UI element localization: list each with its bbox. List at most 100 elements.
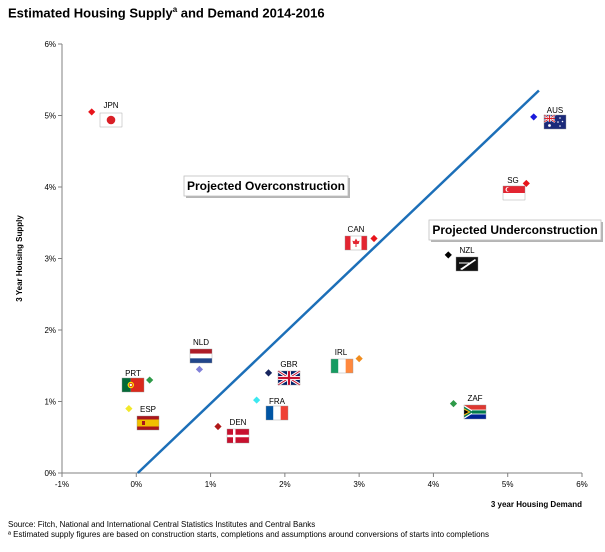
flag-border <box>265 405 289 421</box>
flag-part <box>227 434 249 438</box>
annotation-overconstruction: Projected Overconstruction <box>187 179 345 193</box>
y-tick-label: 1% <box>44 398 56 407</box>
flag-part <box>561 120 564 123</box>
trend-line <box>136 89 540 474</box>
flag-part <box>273 406 281 420</box>
point-label-jpn: JPN <box>103 101 118 110</box>
flag-part <box>331 359 339 373</box>
data-point-aus <box>530 113 538 121</box>
flag-part <box>464 409 469 415</box>
point-label-fra: FRA <box>269 397 286 406</box>
flag-border <box>277 370 301 386</box>
flag-nzl <box>455 256 479 272</box>
source-note: Source: Fitch, National and Internationa… <box>8 520 316 529</box>
point-label-zaf: ZAF <box>467 394 482 403</box>
chart-title-main: Estimated Housing Supply <box>8 5 173 21</box>
point-label-gbr: GBR <box>280 360 298 369</box>
flag-part <box>130 378 144 392</box>
point-label-can: CAN <box>348 225 365 234</box>
flag-part <box>506 187 512 192</box>
flag-part <box>137 419 159 427</box>
x-tick-label: 5% <box>502 480 514 489</box>
flag-border <box>344 235 368 251</box>
point-label-prt: PRT <box>125 369 141 378</box>
data-point-irl <box>355 355 363 363</box>
y-tick-label: 5% <box>44 112 56 121</box>
flag-part <box>559 117 561 119</box>
flag-fra <box>265 405 289 421</box>
chart-title-superscript: a <box>172 5 178 14</box>
data-point-jpn <box>88 108 96 116</box>
flag-part <box>361 236 367 250</box>
data-point-esp <box>125 405 133 413</box>
flag-part <box>352 238 360 247</box>
y-axis-title: 3 Year Housing Supply <box>15 215 24 302</box>
x-tick-label: 3% <box>353 480 365 489</box>
flag-part <box>137 426 159 430</box>
point-label-sg: SG <box>507 176 519 185</box>
flag-nld <box>189 348 213 364</box>
flag-border <box>463 404 487 420</box>
flag-border <box>455 256 479 272</box>
point-label-nzl: NZL <box>459 246 475 255</box>
data-point-prt <box>146 376 154 384</box>
footnote: ª Estimated supply figures are based on … <box>8 530 489 539</box>
flag-part <box>142 421 145 425</box>
x-tick-label: 1% <box>205 480 217 489</box>
flag-border <box>502 185 526 201</box>
flag-part <box>503 186 525 193</box>
flag-part <box>106 115 116 125</box>
y-tick-label: 4% <box>44 183 56 192</box>
flag-border <box>189 348 213 364</box>
data-point-gbr <box>264 369 273 377</box>
flag-part <box>456 257 478 271</box>
flag-prt <box>121 377 145 393</box>
flag-border <box>136 415 160 431</box>
flag-part <box>459 262 471 264</box>
point-label-aus: AUS <box>547 106 563 115</box>
flag-border <box>543 114 567 130</box>
annotation-overconstruction-box <box>183 175 349 197</box>
flag-part <box>278 376 300 380</box>
flag-part <box>137 416 159 420</box>
flag-part <box>503 193 525 200</box>
flag-jpn <box>99 112 123 128</box>
flag-part <box>122 378 131 392</box>
flag-part <box>464 405 486 410</box>
flag-part <box>266 406 274 420</box>
x-tick-label: 6% <box>576 480 588 489</box>
flag-part <box>129 383 132 387</box>
flag-esp <box>136 415 160 431</box>
y-tick-label: 2% <box>44 326 56 335</box>
annotation-underconstruction: Projected Underconstruction <box>432 223 597 237</box>
data-point-nzl <box>444 251 452 259</box>
flag-can <box>344 235 368 251</box>
point-label-irl: IRL <box>335 348 348 357</box>
y-tick-label: 0% <box>44 469 56 478</box>
flag-part <box>190 353 212 359</box>
chart-title-rest: and Demand 2014-2016 <box>177 5 325 21</box>
y-tick-label: 6% <box>44 40 56 49</box>
x-tick-label: -1% <box>55 480 69 489</box>
flag-part <box>548 124 551 127</box>
flag-border <box>330 358 354 374</box>
flag-part <box>544 118 555 119</box>
flag-part <box>280 406 288 420</box>
point-label-den: DEN <box>230 418 247 427</box>
flag-aus <box>543 114 567 130</box>
flag-border <box>121 377 145 393</box>
point-label-nld: NLD <box>193 338 209 347</box>
flag-part <box>345 359 353 373</box>
flag-part <box>559 125 561 127</box>
x-tick-label: 2% <box>279 480 291 489</box>
flag-part <box>557 121 559 123</box>
flag-part <box>464 414 486 419</box>
data-point-fra <box>253 396 261 404</box>
annotation-underconstruction-box <box>428 219 602 241</box>
data-point-nld <box>195 365 204 373</box>
flag-zaf <box>463 404 487 420</box>
flag-part <box>338 359 346 373</box>
x-tick-label: 0% <box>131 480 143 489</box>
flag-part <box>460 259 476 270</box>
